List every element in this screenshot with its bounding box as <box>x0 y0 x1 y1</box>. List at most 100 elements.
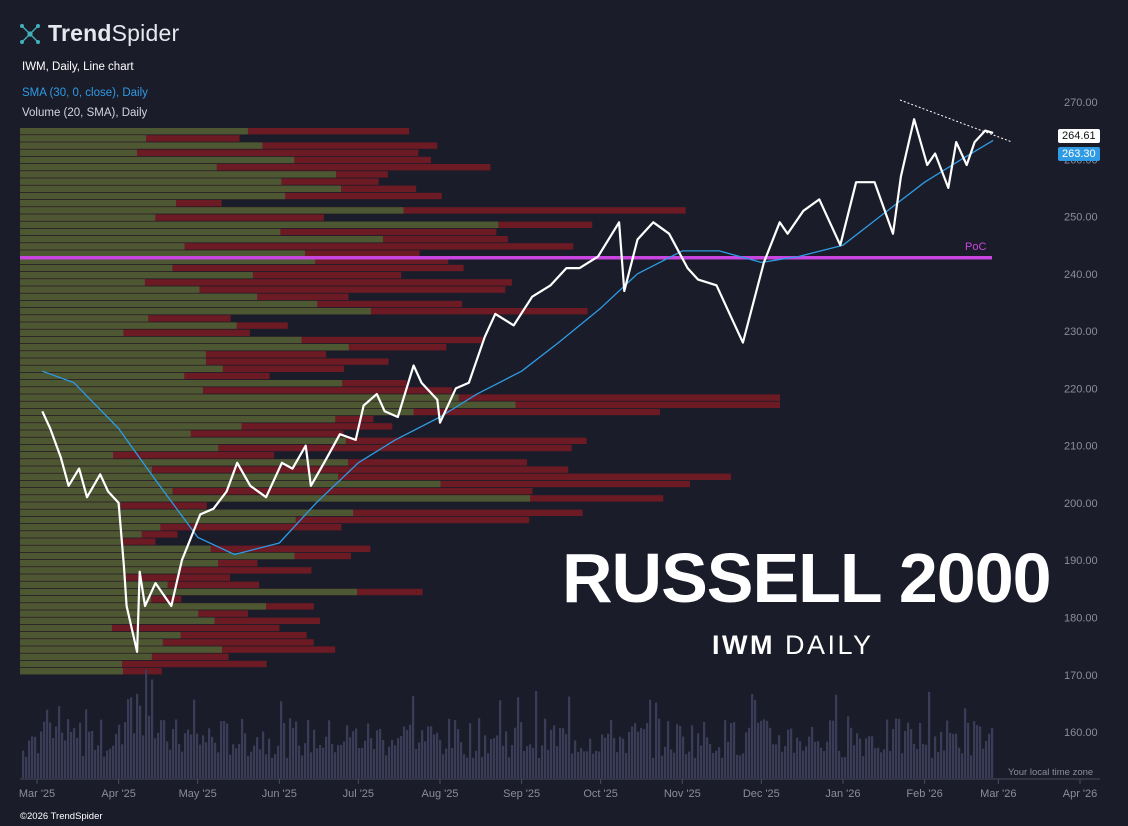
volume-profile-up-bar <box>20 372 185 380</box>
volume-bar <box>235 748 238 778</box>
volume-profile-up-bar <box>20 135 147 142</box>
volume-profile-down-bar <box>20 286 506 293</box>
volume-bar <box>676 724 679 778</box>
volume-bar <box>331 743 334 778</box>
volume-profile-up-bar <box>20 221 499 228</box>
volume-bar <box>97 745 100 778</box>
volume-profile-up-bar <box>20 444 219 452</box>
volume-bar <box>172 729 175 778</box>
volume-profile-up-bar <box>20 308 371 315</box>
volume-bar <box>970 755 973 778</box>
volume-bar <box>733 722 736 778</box>
volume-bar <box>562 728 565 778</box>
volume-bar <box>85 709 88 778</box>
volume-bar <box>982 748 985 778</box>
volume-bar <box>199 744 202 778</box>
x-tick-label: Oct '25 <box>583 788 618 800</box>
volume-profile-up-bar <box>20 300 318 308</box>
volume-profile-up-bar <box>20 495 531 502</box>
volume-bar <box>145 669 148 778</box>
volume-bar <box>940 731 943 778</box>
y-tick-label: 160.00 <box>1064 727 1098 739</box>
volume-bar <box>433 734 436 778</box>
volume-bars <box>22 99 1013 778</box>
volume-bar <box>976 725 979 778</box>
volume-bar <box>934 736 937 778</box>
volume-bar <box>466 757 469 778</box>
volume-bar <box>319 744 322 778</box>
volume-bar <box>442 754 445 778</box>
volume-bar <box>136 693 139 778</box>
volume-bar <box>193 699 196 778</box>
volume-bar <box>835 694 838 778</box>
volume-bar <box>937 752 940 778</box>
volume-bar <box>883 749 886 778</box>
volume-bar <box>925 744 928 778</box>
volume-profile-up-bar <box>20 632 181 639</box>
volume-bar <box>256 737 259 778</box>
volume-profile-up-bar <box>20 228 281 236</box>
x-tick-label: Dec '25 <box>743 788 780 800</box>
volume-bar <box>589 738 592 778</box>
volume-bar <box>37 753 40 778</box>
volume-profile-up-bar <box>20 452 114 459</box>
volume-bar <box>838 750 841 778</box>
volume-profile-down-bar <box>20 660 267 668</box>
volume-profile-up-bar <box>20 264 173 272</box>
volume-bar <box>964 708 967 778</box>
volume-bar <box>736 754 739 778</box>
x-tick-label: Mar '25 <box>19 788 55 800</box>
volume-bar <box>544 718 547 778</box>
volume-bar <box>529 744 532 778</box>
volume-bar <box>877 747 880 778</box>
timezone-label[interactable]: Your local time zone <box>1008 767 1094 778</box>
volume-profile-up-bar <box>20 423 242 430</box>
volume-bar <box>88 731 91 778</box>
sma-indicator-label[interactable]: SMA (30, 0, close), Daily <box>22 87 148 99</box>
volume-bar <box>628 731 631 778</box>
volume-bar <box>958 747 961 778</box>
volume-bar <box>610 719 613 778</box>
volume-bar <box>832 720 835 778</box>
volume-bar <box>463 754 466 778</box>
volume-bar <box>889 750 892 778</box>
volume-bar <box>814 741 817 778</box>
volume-profile-up-bar <box>20 171 336 178</box>
volume-bar <box>397 738 400 778</box>
volume-profile-up-bar <box>20 524 161 531</box>
volume-bar <box>493 738 496 778</box>
volume-bar <box>778 735 781 778</box>
volume-bar <box>646 723 649 778</box>
volume-bar <box>337 744 340 778</box>
volume-bar <box>679 725 682 778</box>
volume-bar <box>181 751 184 778</box>
volume-profile-down-bar <box>20 473 732 480</box>
volume-profile-up-bar <box>20 624 112 632</box>
y-tick-label: 230.00 <box>1064 326 1098 338</box>
volume-bar <box>109 748 112 778</box>
volume-bar <box>100 719 103 778</box>
volume-bar <box>379 728 382 778</box>
volume-bar <box>514 727 517 778</box>
volume-bar <box>907 722 910 778</box>
axes: 270.00260.00250.00240.00230.00220.00210.… <box>19 97 1100 800</box>
volume-bar <box>103 756 106 778</box>
volume-bar <box>547 749 550 778</box>
x-tick-label: Jul '25 <box>343 788 374 800</box>
volume-bar <box>334 752 337 778</box>
volume-bar <box>730 723 733 778</box>
volume-bar <box>70 731 73 778</box>
volume-bar <box>526 746 529 778</box>
volume-profile-down-bar <box>20 214 324 221</box>
volume-indicator-label[interactable]: Volume (20, SMA), Daily <box>22 107 148 119</box>
volume-profile-down-bar <box>20 524 342 531</box>
x-tick-label: Feb '26 <box>906 788 942 800</box>
volume-profile-down-bar <box>20 279 512 286</box>
volume-profile-up-bar <box>20 502 121 509</box>
volume-bar <box>49 722 52 778</box>
volume-bar <box>127 699 130 778</box>
volume-bar <box>154 738 157 778</box>
volume-bar <box>847 716 850 778</box>
volume-bar <box>250 751 253 778</box>
volume-bar <box>94 749 97 778</box>
